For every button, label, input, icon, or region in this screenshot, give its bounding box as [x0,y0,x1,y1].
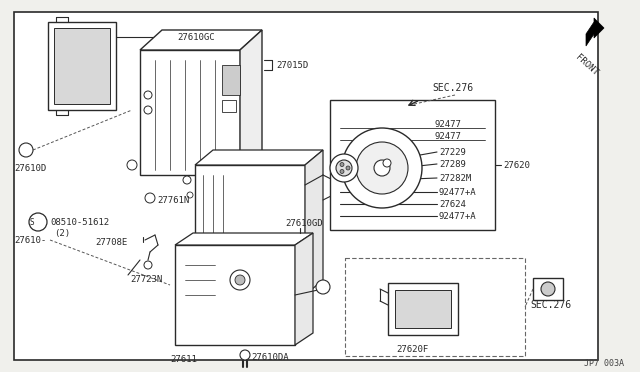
Text: 27708E: 27708E [95,237,127,247]
Text: 27610D: 27610D [14,164,46,173]
Text: SEC.276: SEC.276 [432,83,473,93]
Bar [222,100,236,112]
Text: S: S [29,218,35,227]
Polygon shape [195,150,323,165]
Circle shape [144,106,152,114]
Circle shape [541,282,555,296]
Circle shape [330,154,358,182]
Polygon shape [295,233,313,345]
Circle shape [183,176,191,184]
Text: 92477+A: 92477+A [439,187,477,196]
Circle shape [240,350,250,360]
Circle shape [374,160,390,176]
Bar [195,165,305,295]
Bar [533,278,563,300]
Polygon shape [140,50,240,175]
Circle shape [340,163,344,167]
Circle shape [356,142,408,194]
Text: 92477+A: 92477+A [439,212,477,221]
Text: 27610GC: 27610GC [177,32,214,42]
Text: 27620F: 27620F [396,344,428,353]
Text: 27611: 27611 [170,355,197,363]
Text: FRONT: FRONT [574,53,600,77]
Text: JP7 003A: JP7 003A [584,359,624,369]
Bar [395,290,451,328]
Text: 27761N: 27761N [157,196,189,205]
Bar [330,100,495,230]
Text: 27289: 27289 [439,160,466,169]
Text: 27229: 27229 [439,148,466,157]
Text: 27015D: 27015D [276,61,308,70]
Circle shape [187,192,193,198]
Text: 08510-51612: 08510-51612 [50,218,109,227]
Circle shape [19,143,33,157]
Circle shape [29,213,47,231]
Bar [48,22,116,110]
Polygon shape [140,30,262,50]
Polygon shape [240,30,262,175]
Bar [54,28,110,104]
Circle shape [230,270,250,290]
Polygon shape [305,150,323,295]
Text: 27610DA: 27610DA [251,353,289,362]
Circle shape [127,160,137,170]
Polygon shape [175,233,313,245]
Text: 27610-: 27610- [14,235,46,244]
Text: 27282M: 27282M [439,173,471,183]
Text: 27723N: 27723N [130,276,163,285]
Circle shape [235,275,245,285]
Circle shape [342,128,422,208]
Circle shape [336,160,352,176]
Circle shape [145,193,155,203]
Circle shape [346,166,350,170]
Circle shape [316,280,330,294]
Circle shape [383,159,391,167]
Text: SEC.276: SEC.276 [530,300,571,310]
Text: (2): (2) [54,228,70,237]
Polygon shape [586,18,604,46]
Text: 92477: 92477 [435,119,462,128]
Circle shape [144,91,152,99]
Text: 27610GD: 27610GD [285,218,323,228]
Text: 27620: 27620 [503,160,530,170]
Circle shape [144,261,152,269]
Bar [388,283,458,335]
Text: 92477: 92477 [435,131,462,141]
Bar [175,245,295,345]
Bar [222,65,240,95]
Text: 27624: 27624 [439,199,466,208]
Circle shape [340,170,344,173]
